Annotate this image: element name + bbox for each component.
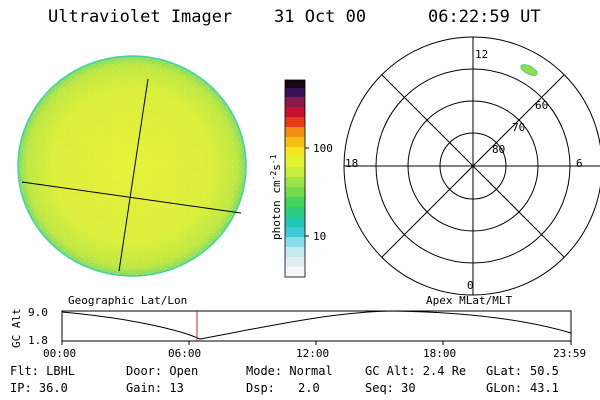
- altitude-ytick-bottom: 1.8: [28, 334, 48, 347]
- gc-alt-info: GC Alt: 2.4 Re: [365, 364, 467, 378]
- date-label: 31 Oct 00: [274, 7, 367, 27]
- filter-info: Flt: LBHL: [10, 364, 76, 378]
- xtick-label: 12:00: [296, 347, 329, 360]
- instrument-title: Ultraviolet Imager: [48, 7, 233, 27]
- geographic-meridian: [118, 78, 149, 272]
- mlt-diagonal-2: [381, 74, 565, 258]
- xtick-label: 00:00: [43, 347, 76, 360]
- lat-label-70: 70: [512, 121, 525, 134]
- mlt-label-0: 0: [467, 279, 474, 292]
- dsp-value: 2.0: [298, 381, 320, 395]
- colorbar-tick-10: 10: [313, 230, 326, 243]
- xtick-label: 18:00: [423, 347, 456, 360]
- mode-info: Mode: Normal: [246, 364, 333, 378]
- geographic-label: Geographic Lat/Lon: [68, 294, 187, 307]
- glat-label: GLat:: [486, 364, 523, 378]
- color-scale-bar: 100 10 photon cm-2s-1: [269, 79, 333, 278]
- xtick-label: 23:59: [553, 347, 586, 360]
- mlt-label-6: 6: [576, 157, 583, 170]
- lat-label-60: 60: [535, 99, 548, 112]
- glon-label: GLon:: [486, 381, 523, 395]
- altitude-curve: [61, 310, 572, 340]
- disk-noise: [18, 56, 246, 276]
- gc-altitude-plot: 9.0 1.8 GC Alt 00:00 06:00 12:00 18:00 2…: [10, 306, 586, 360]
- ip-info: IP: 36.0: [10, 381, 68, 395]
- glat-value: 50.5: [530, 364, 559, 378]
- glon-value: 43.1: [530, 381, 559, 395]
- seq-info: Seq: 30: [365, 381, 416, 395]
- gain-info: Gain: 13: [126, 381, 184, 395]
- polar-mlat-mlt-plot: 12 18 6 0 60 70 80: [343, 36, 600, 296]
- apex-label: Apex MLat/MLT: [426, 294, 512, 307]
- colorbar-unit-label: photon cm-2s-1: [269, 154, 283, 240]
- lat-label-80: 80: [492, 143, 505, 156]
- colorbar-tick-100: 100: [313, 142, 333, 155]
- geographic-latitude-line: [21, 181, 242, 214]
- disk-rim: [17, 55, 247, 277]
- earth-disk-image: [17, 55, 247, 277]
- door-info: Door: Open: [126, 364, 199, 378]
- color-bar-frame: [284, 79, 306, 278]
- altitude-ytick-top: 9.0: [28, 306, 48, 319]
- altitude-axis-label: GC Alt: [10, 308, 23, 348]
- dsp-label: Dsp:: [246, 381, 275, 395]
- mlt-label-18: 18: [345, 157, 358, 170]
- aurora-patch: [520, 64, 538, 76]
- mlt-label-12: 12: [475, 48, 488, 61]
- altitude-plot-frame: [61, 310, 572, 342]
- xtick-label: 06:00: [168, 347, 201, 360]
- time-label: 06:22:59 UT: [428, 7, 541, 27]
